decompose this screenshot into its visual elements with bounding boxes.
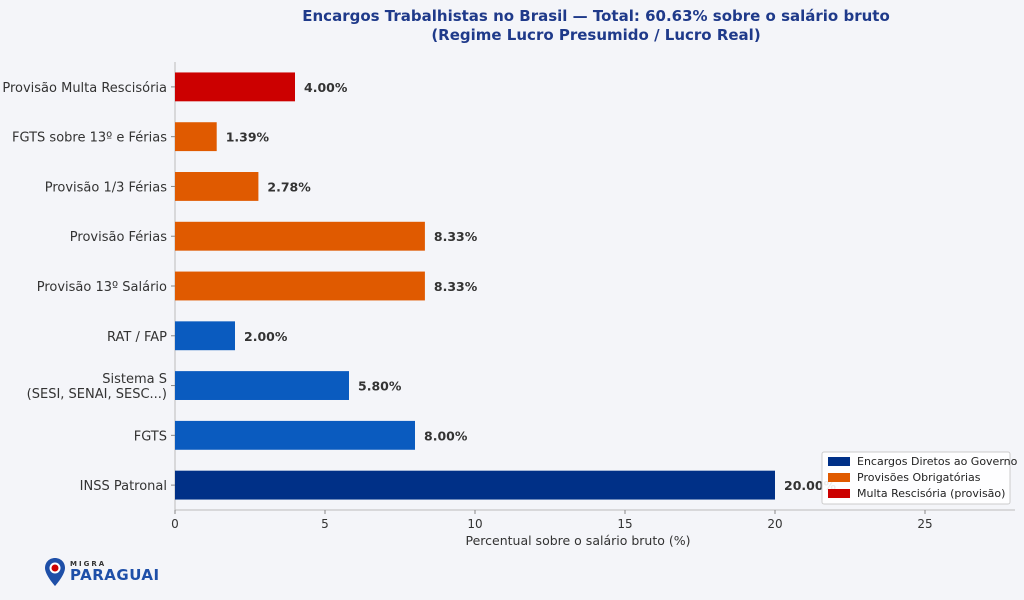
category-label: Provisão 1/3 Férias [45,180,167,195]
bar [175,420,415,450]
x-axis-title: Percentual sobre o salário bruto (%) [466,533,691,548]
bar [175,321,235,351]
category-label: Provisão Férias [70,230,167,245]
bar-value-label: 2.78% [267,179,311,194]
migra-paraguai-logo: MIGRA PARAGUAI [44,556,160,588]
chart-subtitle: (Regime Lucro Presumido / Lucro Real) [431,26,760,44]
category-label: RAT / FAP [107,330,167,345]
category-label: (SESI, SENAI, SESC...) [27,387,167,402]
x-tick-label: 5 [321,517,329,531]
legend-swatch [828,473,850,482]
legend-swatch [828,457,850,466]
legend-entry-label: Multa Rescisória (provisão) [857,487,1005,500]
category-label: FGTS sobre 13º e Férias [12,131,167,146]
category-label: Sistema S [102,372,167,387]
bar [175,271,425,301]
x-tick-label: 20 [767,517,782,531]
legend-box [821,451,1011,505]
bar-value-label: 1.39% [226,130,270,145]
bar [175,172,259,201]
x-tick-label: 10 [467,517,482,531]
logo-big-text: PARAGUAI [70,566,160,584]
logo-small-text: MIGRA [70,560,107,568]
chart-title: Encargos Trabalhistas no Brasil — Total:… [302,7,890,25]
bar [175,122,217,152]
x-tick-label: 15 [617,517,632,531]
category-label: FGTS [134,429,167,444]
bar-value-label: 5.80% [358,379,402,394]
bar-value-label: 4.00% [304,80,348,95]
category-label: Provisão Multa Rescisória [2,81,167,96]
bar-value-label: 8.33% [434,229,478,244]
bar-value-label: 8.33% [434,279,478,294]
category-label: Provisão 13º Salário [37,280,167,295]
category-label: INSS Patronal [80,479,167,494]
bar [175,221,425,251]
bar [175,371,349,400]
bar-value-label: 2.00% [244,329,288,344]
legend-entry-label: Provisões Obrigatórias [857,471,981,484]
legend-swatch [828,489,850,498]
location-pin-icon [45,558,65,586]
bar [175,470,775,500]
bar-value-label: 8.00% [424,428,468,443]
x-tick-label: 25 [917,517,932,531]
bar [175,72,295,102]
x-tick-label: 0 [171,517,179,531]
legend-entry-label: Encargos Diretos ao Governo [857,455,1018,468]
